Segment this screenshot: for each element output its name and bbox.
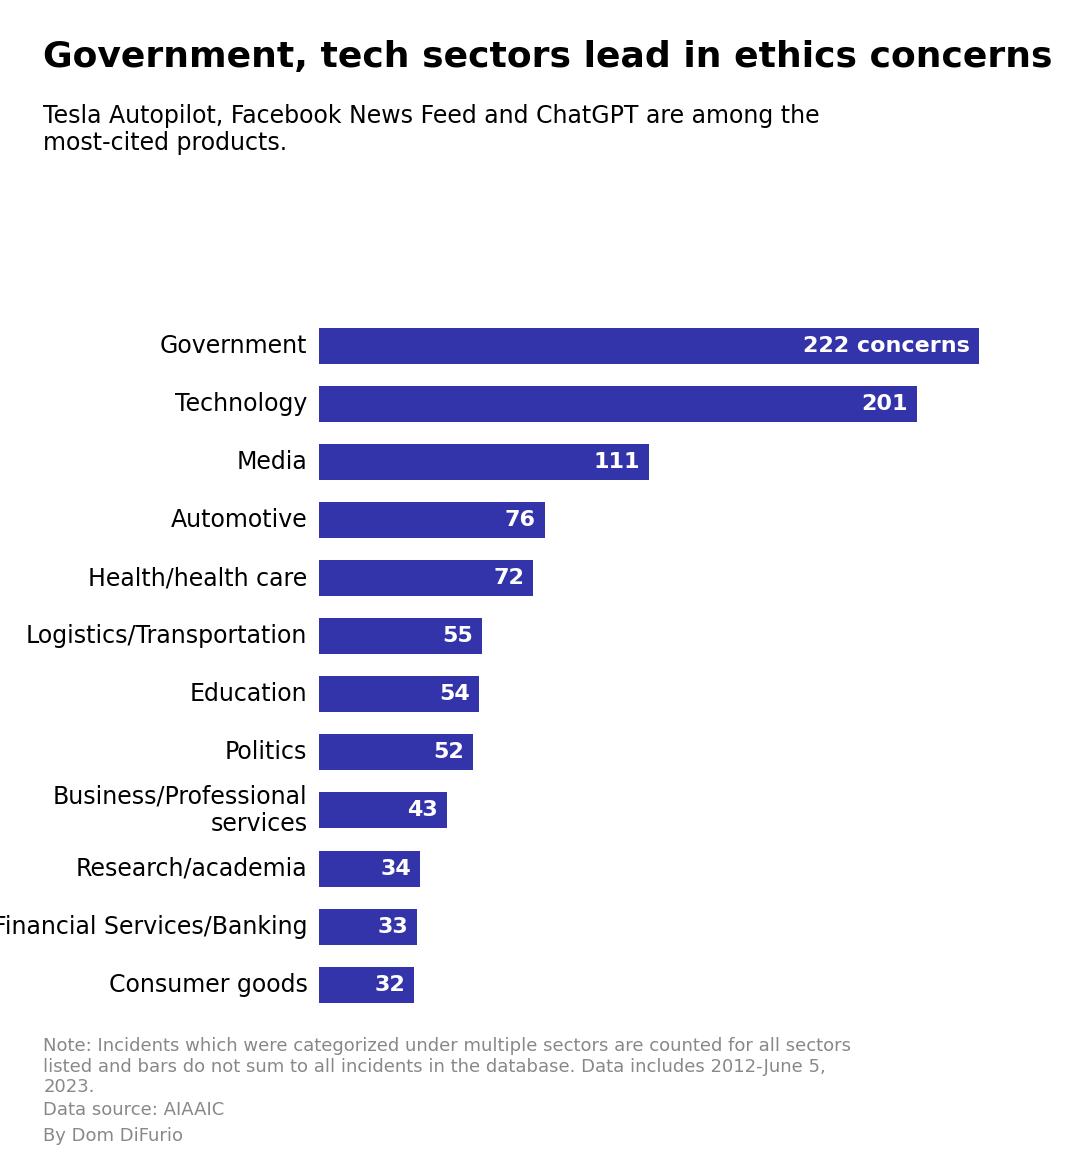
Bar (319, 619, 483, 654)
Text: Education: Education (190, 682, 308, 706)
Text: Financial Services/Banking: Financial Services/Banking (0, 915, 308, 939)
Text: 54: 54 (440, 684, 471, 704)
Text: Government, tech sectors lead in ethics concerns: Government, tech sectors lead in ethics … (43, 40, 1053, 75)
Text: Health/health care: Health/health care (89, 566, 308, 590)
Bar (319, 793, 446, 828)
Text: 111: 111 (593, 452, 640, 472)
Text: 34: 34 (380, 858, 410, 879)
Text: Data source: AIAAIC: Data source: AIAAIC (43, 1101, 225, 1120)
Bar (319, 328, 980, 364)
Bar (319, 386, 917, 422)
Text: 201: 201 (861, 394, 908, 414)
Text: Automotive: Automotive (171, 508, 308, 532)
Text: Consumer goods: Consumer goods (109, 972, 308, 996)
Bar (319, 560, 532, 597)
Bar (319, 850, 420, 887)
Text: Logistics/Transportation: Logistics/Transportation (26, 624, 308, 649)
Text: 55: 55 (443, 627, 473, 646)
Text: Government: Government (160, 334, 308, 358)
Text: Research/academia: Research/academia (76, 857, 308, 880)
Text: 52: 52 (434, 742, 464, 763)
Text: 72: 72 (494, 568, 524, 589)
Text: Technology: Technology (175, 392, 308, 416)
Text: Business/Professional
services: Business/Professional services (53, 785, 308, 836)
Text: 76: 76 (504, 510, 536, 530)
Text: By Dom DiFurio: By Dom DiFurio (43, 1127, 184, 1145)
Text: Media: Media (237, 450, 308, 473)
Text: 33: 33 (377, 917, 408, 937)
Bar (319, 444, 649, 480)
Bar (319, 909, 417, 945)
Text: 43: 43 (407, 801, 437, 820)
Text: 32: 32 (374, 975, 405, 994)
Bar (319, 676, 480, 712)
Bar (319, 502, 544, 538)
Text: Politics: Politics (225, 741, 308, 765)
Text: Tesla Autopilot, Facebook News Feed and ChatGPT are among the
most-cited product: Tesla Autopilot, Facebook News Feed and … (43, 104, 820, 156)
Bar (319, 967, 414, 1002)
Text: 222 concerns: 222 concerns (804, 336, 970, 356)
Text: Note: Incidents which were categorized under multiple sectors are counted for al: Note: Incidents which were categorized u… (43, 1037, 851, 1097)
Bar (319, 734, 473, 771)
